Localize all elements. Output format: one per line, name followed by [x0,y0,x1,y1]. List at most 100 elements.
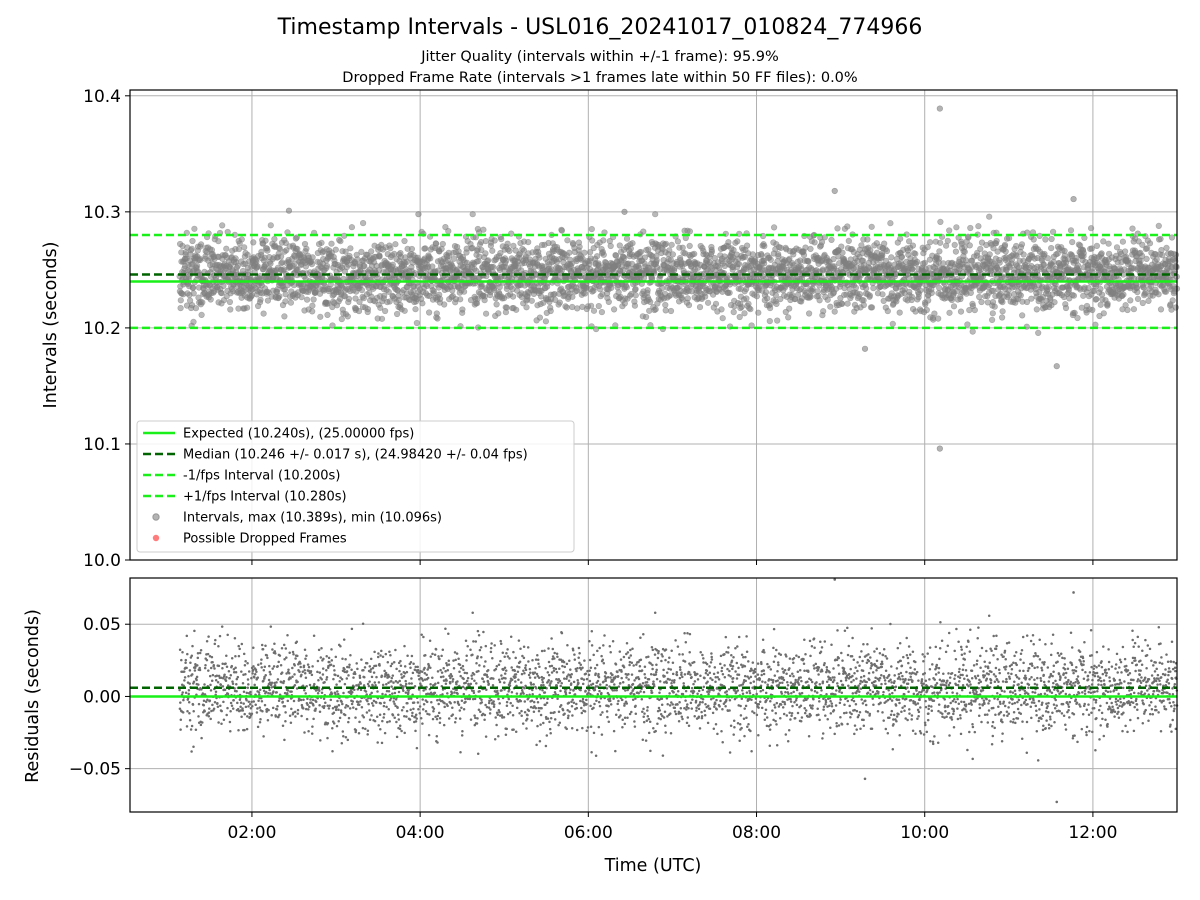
residual-point [214,678,218,682]
residual-point [234,654,237,658]
residual-point [355,684,358,687]
residual-point [237,644,240,648]
interval-point [581,290,589,297]
residual-point [269,625,273,628]
interval-point [513,306,520,313]
interval-point [450,255,458,262]
interval-point [605,298,612,306]
interval-point [342,248,349,255]
residual-point [334,655,338,659]
residual-point [340,742,344,745]
residual-point [206,652,210,656]
residual-point [353,672,357,676]
residual-point [234,666,237,669]
interval-point [1051,299,1058,306]
residual-point [252,665,255,668]
interval-point [220,282,227,290]
residual-point [248,703,252,706]
interval-point [491,284,498,292]
interval-point [1104,300,1111,307]
interval-point [1080,250,1087,257]
interval-point [332,246,339,253]
interval-point [1070,292,1077,299]
residual-point [322,697,326,700]
interval-point [1134,289,1141,296]
residual-point [262,689,266,693]
interval-point [864,236,871,243]
residual-point [187,674,190,678]
residual-point [331,749,334,753]
interval-point [324,311,331,319]
interval-point [506,247,513,254]
intervals-ytick-label-0: 10.0 [83,551,121,571]
residual-point [256,707,259,710]
interval-point [347,245,354,252]
residual-point [304,692,307,695]
residual-point [308,683,312,687]
interval-point [1020,251,1027,258]
interval-point [1119,238,1126,245]
interval-point [276,245,284,252]
residual-point [247,670,251,673]
interval-point [897,235,904,242]
interval-point [434,315,441,322]
interval-point [860,302,867,309]
residual-point [208,699,212,702]
interval-point [1127,297,1134,304]
residual-point [269,672,272,676]
residual-point [197,702,201,706]
interval-point [493,301,500,308]
residual-point [198,651,202,655]
interval-point [773,300,780,308]
intervals-ytick-label-1: 10.1 [83,435,121,455]
residual-point [306,697,309,701]
residual-point [203,666,207,670]
residual-point [250,700,253,704]
residual-point [212,707,216,711]
residual-point [252,700,256,703]
residual-point [208,674,212,678]
interval-point [587,302,595,309]
interval-point [1018,241,1026,248]
interval-point [1162,288,1170,295]
residual-point [192,745,195,748]
residual-point [327,707,331,710]
residual-point [357,732,361,735]
interval-point [986,251,993,258]
residual-point [309,698,312,701]
residual-point [280,646,284,650]
interval-point [294,245,301,252]
interval-point [946,309,953,316]
residual-point [303,668,306,672]
residual-point [216,701,219,705]
interval-point [360,220,367,227]
residual-point [275,708,279,711]
residual-point [187,701,191,704]
residual-point [259,662,263,665]
interval-point [198,311,205,319]
interval-point [1001,241,1009,248]
interval-point [944,237,951,244]
interval-point [937,218,944,225]
residual-point [316,692,320,695]
interval-point [719,315,726,322]
interval-point [712,300,720,307]
interval-point [637,248,645,256]
interval-point [896,309,903,316]
residual-point [309,670,313,673]
residual-point [188,718,192,722]
interval-point [735,261,743,268]
interval-point [227,306,234,313]
interval-point [662,301,669,309]
interval-point [623,284,630,291]
interval-point [1093,295,1100,303]
interval-point [755,309,762,316]
residual-point [311,665,314,668]
residual-point [285,656,288,659]
interval-point [1030,236,1037,243]
residual-point [287,671,291,675]
residual-point [253,672,257,676]
residual-point [191,644,194,648]
residual-point [283,691,287,695]
residual-point [202,699,206,703]
